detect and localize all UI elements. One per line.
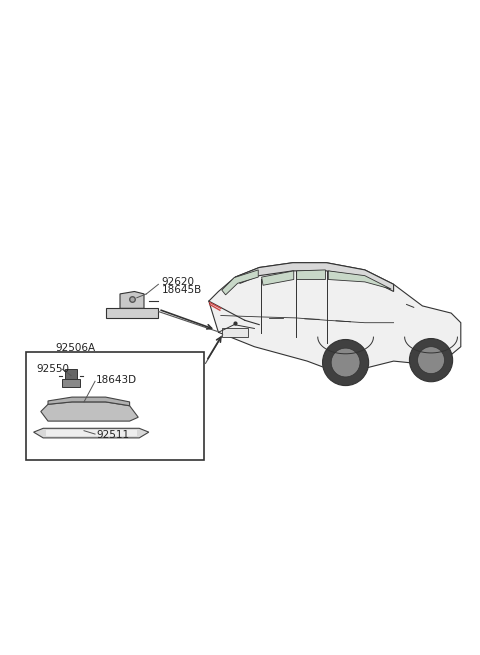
- Text: 18645B: 18645B: [162, 285, 202, 295]
- Polygon shape: [209, 263, 461, 368]
- Polygon shape: [48, 397, 130, 405]
- Bar: [26, 352, 204, 460]
- Text: 92511: 92511: [96, 430, 129, 441]
- Text: 92506A: 92506A: [55, 343, 96, 352]
- Polygon shape: [106, 309, 158, 318]
- Polygon shape: [297, 270, 325, 280]
- Bar: [62, 379, 80, 386]
- Polygon shape: [235, 263, 394, 291]
- Polygon shape: [34, 428, 149, 438]
- Bar: [222, 328, 248, 337]
- Circle shape: [418, 346, 444, 373]
- Polygon shape: [222, 270, 258, 295]
- Polygon shape: [262, 271, 294, 286]
- Polygon shape: [120, 291, 144, 309]
- Circle shape: [331, 348, 360, 377]
- Text: 92550: 92550: [36, 364, 69, 374]
- Text: 92620: 92620: [162, 277, 195, 287]
- Polygon shape: [328, 271, 391, 289]
- Polygon shape: [46, 430, 137, 436]
- Polygon shape: [41, 402, 138, 421]
- Circle shape: [409, 339, 453, 382]
- Circle shape: [323, 339, 369, 386]
- Text: 18643D: 18643D: [96, 375, 137, 385]
- Bar: [65, 369, 77, 379]
